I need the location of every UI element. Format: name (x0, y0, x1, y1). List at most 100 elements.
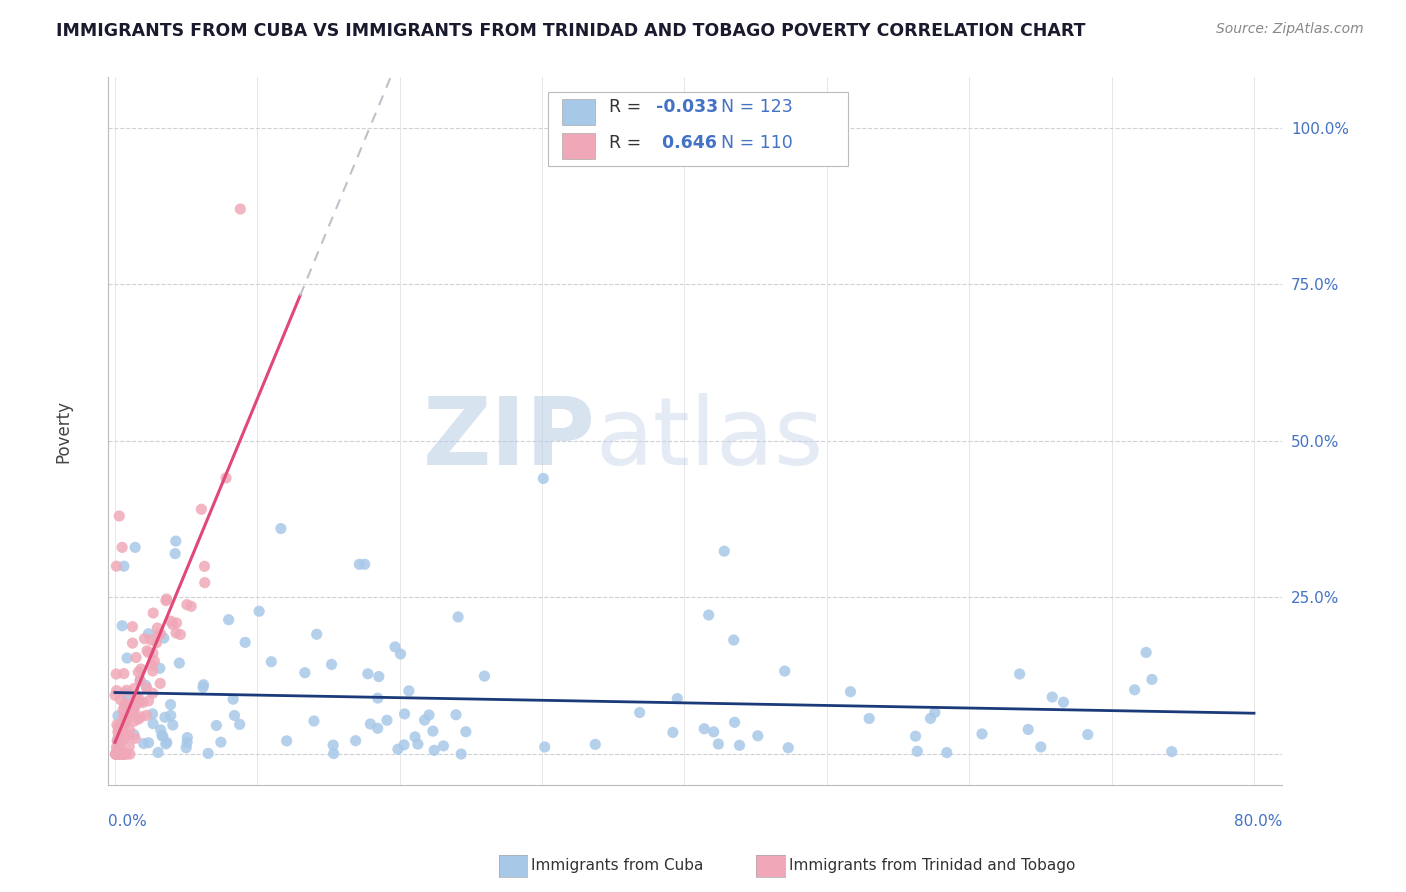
Point (124, 696, 146, 710)
Point (112, 747, 135, 761)
Point (136, 644, 159, 658)
Point (138, 646, 160, 660)
Point (124, 701, 146, 715)
Point (628, 706, 651, 720)
Point (148, 627, 170, 641)
Point (125, 650, 148, 665)
Point (112, 703, 135, 717)
Point (920, 711, 942, 725)
Point (321, 657, 343, 672)
Point (111, 747, 134, 761)
Point (110, 720, 132, 734)
Point (359, 717, 381, 731)
Point (747, 729, 769, 743)
Point (115, 747, 138, 761)
Point (228, 717, 250, 731)
Point (124, 541, 146, 555)
Point (114, 747, 136, 761)
Point (105, 683, 128, 698)
Point (260, 655, 283, 669)
Text: Immigrants from Cuba: Immigrants from Cuba (531, 858, 704, 872)
Point (108, 721, 131, 735)
Point (169, 656, 191, 670)
Point (322, 747, 344, 761)
Point (105, 744, 128, 758)
Point (110, 692, 132, 706)
Point (121, 636, 143, 650)
Point (728, 739, 751, 753)
Point (404, 730, 426, 744)
Point (394, 706, 416, 721)
Point (1052, 695, 1074, 709)
Point (105, 747, 128, 761)
Point (294, 665, 316, 680)
Point (662, 725, 685, 739)
Point (970, 727, 993, 741)
Point (224, 708, 246, 723)
Point (112, 666, 135, 681)
Point (191, 681, 214, 695)
Point (153, 631, 176, 645)
Point (218, 613, 240, 627)
Point (149, 723, 172, 737)
Point (229, 202, 252, 216)
Point (773, 664, 796, 678)
Text: Source: ZipAtlas.com: Source: ZipAtlas.com (1216, 22, 1364, 37)
Point (132, 737, 155, 751)
Point (165, 626, 187, 640)
Point (105, 717, 128, 731)
Point (1135, 645, 1157, 659)
Point (422, 724, 444, 739)
Text: ZIP: ZIP (422, 392, 595, 484)
Point (176, 731, 198, 745)
Point (194, 575, 217, 590)
Point (146, 621, 169, 635)
Point (149, 627, 172, 641)
Point (104, 747, 127, 761)
Point (142, 716, 165, 731)
Point (117, 728, 139, 742)
Point (110, 747, 132, 761)
Point (693, 722, 716, 736)
Point (156, 735, 179, 749)
Point (122, 727, 145, 741)
Point (108, 509, 131, 524)
Point (104, 747, 127, 761)
Point (150, 728, 173, 742)
Point (117, 708, 139, 723)
Point (111, 619, 134, 633)
Point (104, 689, 127, 703)
Point (152, 729, 174, 743)
Point (122, 714, 145, 728)
Point (723, 633, 745, 648)
Point (169, 627, 191, 641)
Point (134, 632, 156, 646)
Point (839, 684, 862, 698)
Point (222, 692, 245, 706)
Point (398, 683, 420, 698)
Point (110, 747, 132, 761)
Point (108, 725, 131, 739)
Point (1008, 667, 1031, 681)
Point (454, 724, 477, 739)
Point (723, 715, 745, 730)
Text: N = 110: N = 110 (721, 135, 793, 153)
Point (165, 547, 187, 561)
Point (697, 607, 720, 622)
Point (349, 558, 371, 572)
Point (112, 710, 135, 724)
Point (162, 718, 184, 732)
Point (375, 713, 398, 727)
Text: Immigrants from Trinidad and Tobago: Immigrants from Trinidad and Tobago (789, 858, 1076, 872)
Point (176, 735, 198, 749)
Point (193, 559, 215, 574)
Point (114, 697, 136, 711)
Point (858, 711, 880, 725)
Point (155, 593, 177, 607)
Point (142, 706, 165, 721)
Point (392, 738, 415, 752)
Point (128, 712, 150, 726)
Point (111, 724, 134, 739)
Point (129, 673, 152, 688)
Point (105, 559, 128, 574)
